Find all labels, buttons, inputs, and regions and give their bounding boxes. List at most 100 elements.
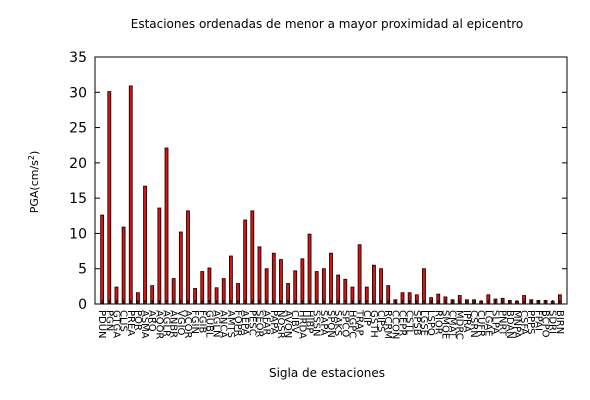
x-tick-label: PPPS [525, 310, 536, 334]
y-axis-label: PGA(cm/s2) [27, 151, 41, 214]
x-tick-label: AQOR [153, 310, 164, 339]
x-tick-label: RIOR [432, 310, 443, 335]
x-tick-label: FGIB [196, 310, 207, 333]
bars [100, 85, 562, 305]
bar [372, 264, 376, 305]
bar [128, 85, 133, 305]
x-tick-label: RCRM [382, 310, 393, 339]
bar [121, 226, 126, 305]
x-tick-label: SDRI [547, 310, 558, 334]
x-tick-label: ACOR [182, 310, 193, 339]
x-tick-label: HGPC [346, 310, 357, 338]
bar [186, 210, 190, 305]
x-tick-label: GTGA [110, 310, 121, 338]
x-axis-ticks: PDUNPGNGTGACLISPREAPORASMAARQAQORAGLRANB… [96, 300, 565, 340]
y-tick-label: 0 [78, 297, 87, 313]
x-axis-label: Sigla de estaciones [269, 366, 385, 380]
chart-title: Estaciones ordenadas de menor a mayor pr… [131, 17, 524, 31]
x-tick-label: BIRN [554, 310, 565, 334]
bar [321, 268, 326, 305]
x-tick-label: SMOE [439, 310, 450, 339]
x-tick-label: HIBP [304, 310, 315, 333]
x-tick-label: AVON [282, 310, 293, 338]
x-tick-label: PDUN [96, 310, 107, 339]
x-tick-label: PNRT [497, 310, 508, 337]
bar [271, 252, 276, 305]
x-tick-label: SPSB [411, 310, 422, 336]
x-tick-label: MDRC [454, 310, 465, 340]
bar [164, 147, 169, 305]
y-tick-label: 5 [78, 262, 87, 278]
bar [178, 231, 183, 305]
x-tick-label: PREA [125, 310, 136, 336]
y-tick-label: 10 [69, 226, 87, 242]
x-tick-label: LGSE [418, 310, 429, 336]
y-axis-label-exponent: 2 [27, 155, 36, 160]
x-tick-label: NOSR [275, 310, 286, 339]
x-tick-label: SPON [325, 310, 336, 338]
bar [107, 91, 112, 305]
x-tick-label: VGIO [175, 310, 186, 336]
x-tick-label: ASMA [139, 310, 150, 339]
bar [314, 271, 319, 305]
y-tick-label: 30 [69, 85, 87, 101]
x-tick-label: CCON [389, 310, 400, 339]
bar [329, 252, 333, 305]
y-axis-ticks: 0 5 10 15 20 25 30 35 [69, 50, 567, 313]
x-tick-label: CSFA [518, 310, 529, 335]
x-tick-label: PESC [246, 310, 257, 336]
x-tick-label: SLPA [489, 310, 500, 334]
bar [157, 207, 162, 305]
x-tick-label: MNPA [511, 310, 522, 338]
x-tick-label: CSTL [404, 310, 415, 335]
x-tick-label: ARQ [146, 310, 157, 332]
x-tick-label: PGN [103, 310, 114, 331]
x-tick-label: LGAE [482, 310, 493, 336]
bar [250, 210, 255, 305]
bar [264, 268, 269, 305]
x-tick-label: FOPR [232, 310, 243, 337]
x-tick-label: FGIN [189, 310, 200, 334]
y-tick-label: 25 [69, 121, 87, 137]
x-tick-label: AGLR [161, 310, 172, 337]
x-tick-label: GUBL [203, 310, 214, 338]
x-tick-label: CEPR [397, 310, 408, 336]
x-tick-label: CIPS [375, 310, 386, 332]
x-tick-label: IPRA [461, 310, 472, 333]
x-tick-label: SSSN [311, 310, 322, 337]
y-tick-label: 20 [69, 156, 87, 172]
x-tick-label: CMAT [447, 310, 458, 339]
y-tick-label: 35 [69, 50, 87, 66]
x-tick-label: LSPO [425, 310, 436, 336]
x-tick-label: CSRN [468, 310, 479, 338]
x-tick-label: AGLN [211, 310, 222, 337]
x-tick-label: POR [132, 310, 143, 331]
x-tick-label: AMTS [225, 310, 236, 338]
bar [207, 267, 212, 305]
bar [143, 185, 147, 305]
x-tick-label: ANBR [168, 310, 179, 338]
x-tick-label: BDAN [504, 310, 515, 339]
bar [228, 255, 233, 305]
x-tick-label: CIBV [289, 310, 300, 333]
x-tick-label: HRDA [296, 310, 307, 339]
bar [293, 270, 298, 305]
x-tick-label: CIP [361, 310, 372, 326]
x-tick-label: ANCA [218, 310, 229, 338]
x-tick-label: SEOR [253, 310, 264, 338]
x-tick-label: TRAP [354, 309, 365, 336]
x-tick-label: CUFR [475, 310, 486, 337]
x-tick-label: BCPO [540, 310, 551, 338]
x-tick-label: AFAR [261, 310, 272, 336]
bar [379, 268, 383, 305]
bar [307, 233, 312, 305]
x-tick-label: CLIS [118, 310, 129, 332]
bar [279, 259, 283, 305]
bar [200, 271, 205, 305]
x-tick-label: SPCO [339, 310, 350, 337]
x-tick-label: SAKS [332, 310, 343, 336]
bar [243, 219, 248, 305]
bar [300, 258, 305, 305]
bar [422, 268, 426, 305]
